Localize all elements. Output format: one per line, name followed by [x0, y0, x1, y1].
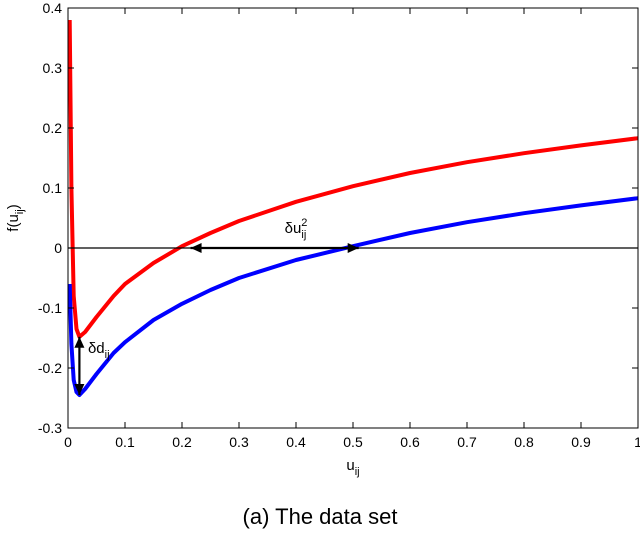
- series-layer: [67, 19, 639, 397]
- x-tick-label: 0.5: [343, 434, 363, 450]
- arrow-head: [347, 243, 359, 253]
- y-tick-label: -0.3: [38, 420, 62, 436]
- arrow-head: [74, 336, 85, 348]
- y-tick-label: 0.2: [43, 120, 63, 136]
- y-tick-label: 0.4: [43, 0, 63, 16]
- y-tick-label: 0: [54, 240, 62, 256]
- figure-caption: (a) The data set: [242, 504, 398, 529]
- annotation-layer: δdij δu2 ij: [74, 217, 359, 395]
- x-tick-label: 0.7: [457, 434, 477, 450]
- x-tick-label: 0.6: [400, 434, 420, 450]
- series-line-1: [67, 196, 639, 397]
- y-tick-label: -0.1: [38, 300, 62, 316]
- y-tick-label: -0.2: [38, 360, 62, 376]
- x-axis-label: uij: [346, 457, 359, 478]
- annotation-label-1: δu2 ij: [285, 217, 308, 241]
- x-tick-label: 0.2: [172, 434, 192, 450]
- x-tick-label: 0.8: [514, 434, 534, 450]
- arrow-head: [74, 384, 85, 395]
- x-tick-label: 0.4: [286, 434, 306, 450]
- x-tick-label: 0.3: [229, 434, 249, 450]
- x-tick-label: 0.9: [571, 434, 591, 450]
- annotation-label-0: δdij: [88, 340, 110, 361]
- series-line-0: [67, 19, 639, 339]
- x-tick-label: 0.1: [115, 434, 135, 450]
- x-tick-label: 1: [634, 434, 640, 450]
- arrow-head: [190, 243, 202, 253]
- x-tick-label: 0: [64, 434, 72, 450]
- plot-area: [68, 8, 638, 428]
- y-axis-label: f(uij): [5, 204, 26, 231]
- y-tick-label: 0.3: [43, 60, 63, 76]
- y-tick-label: 0.1: [43, 180, 63, 196]
- tick-layer: 0 0.1 0.2 0.3 0.4 0.5 0.6 0.7 0.8 0.9 1 -0.3 -0.2 -0.…: [38, 0, 640, 450]
